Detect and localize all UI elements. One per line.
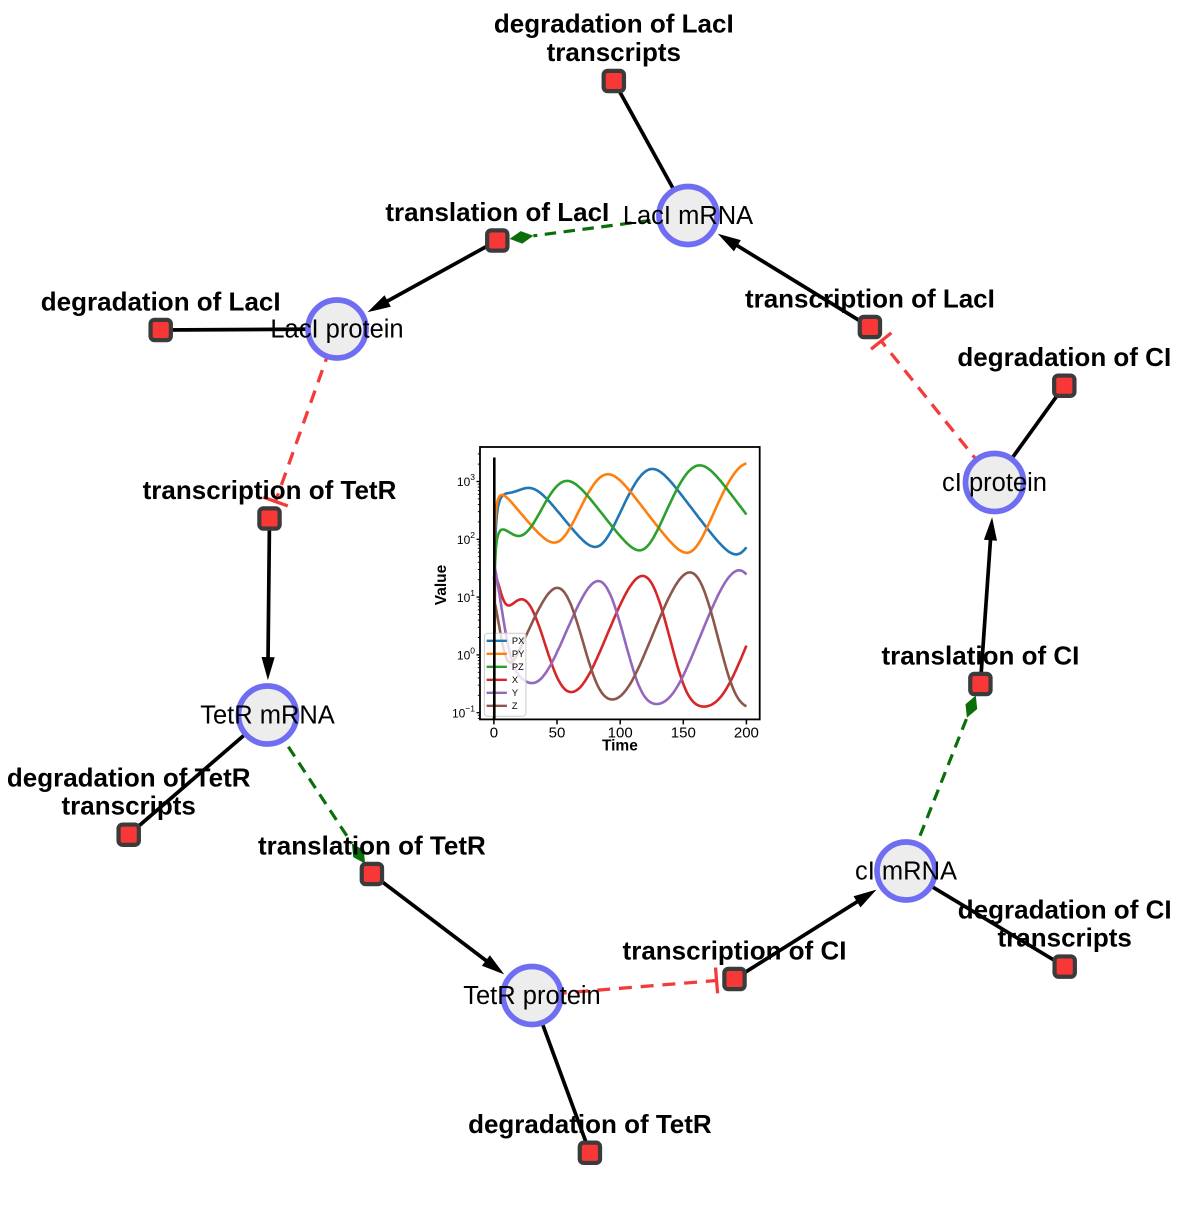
svg-text:transcription of TetR: transcription of TetR xyxy=(143,475,397,505)
svg-text:translation of LacI: translation of LacI xyxy=(385,197,609,227)
svg-text:Time: Time xyxy=(602,738,638,755)
svg-text:TetR mRNA: TetR mRNA xyxy=(200,702,335,730)
svg-text:degradation of TetR: degradation of TetR xyxy=(468,1109,712,1139)
svg-text:150: 150 xyxy=(671,725,696,742)
svg-text:translation of TetR: translation of TetR xyxy=(258,830,486,860)
svg-text:transcripts: transcripts xyxy=(62,791,196,821)
svg-text:PY: PY xyxy=(512,649,524,659)
svg-text:LacI mRNA: LacI mRNA xyxy=(623,202,753,230)
svg-text:transcripts: transcripts xyxy=(547,37,681,67)
svg-text:50: 50 xyxy=(549,725,566,742)
svg-text:PX: PX xyxy=(512,636,524,646)
svg-text:TetR protein: TetR protein xyxy=(463,982,601,1010)
svg-text:LacI protein: LacI protein xyxy=(270,316,403,344)
svg-text:PZ: PZ xyxy=(512,662,524,672)
svg-text:Z: Z xyxy=(512,701,518,711)
svg-text:cI protein: cI protein xyxy=(942,469,1047,497)
svg-text:degradation of LacI: degradation of LacI xyxy=(494,9,734,39)
svg-text:0: 0 xyxy=(490,725,498,742)
svg-text:X: X xyxy=(512,675,518,685)
svg-text:degradation of CI: degradation of CI xyxy=(958,894,1172,924)
svg-text:transcription of CI: transcription of CI xyxy=(623,935,847,965)
svg-text:degradation of CI: degradation of CI xyxy=(957,342,1171,372)
svg-text:degradation of LacI: degradation of LacI xyxy=(41,286,281,316)
svg-text:transcripts: transcripts xyxy=(998,923,1132,953)
svg-text:Value: Value xyxy=(433,564,450,605)
svg-text:Y: Y xyxy=(512,688,518,698)
svg-text:transcription of LacI: transcription of LacI xyxy=(745,283,995,313)
svg-text:degradation of TetR: degradation of TetR xyxy=(7,762,251,792)
svg-text:200: 200 xyxy=(734,725,759,742)
svg-text:100: 100 xyxy=(608,725,633,742)
svg-text:translation of CI: translation of CI xyxy=(881,640,1079,670)
svg-text:cI mRNA: cI mRNA xyxy=(855,858,957,886)
